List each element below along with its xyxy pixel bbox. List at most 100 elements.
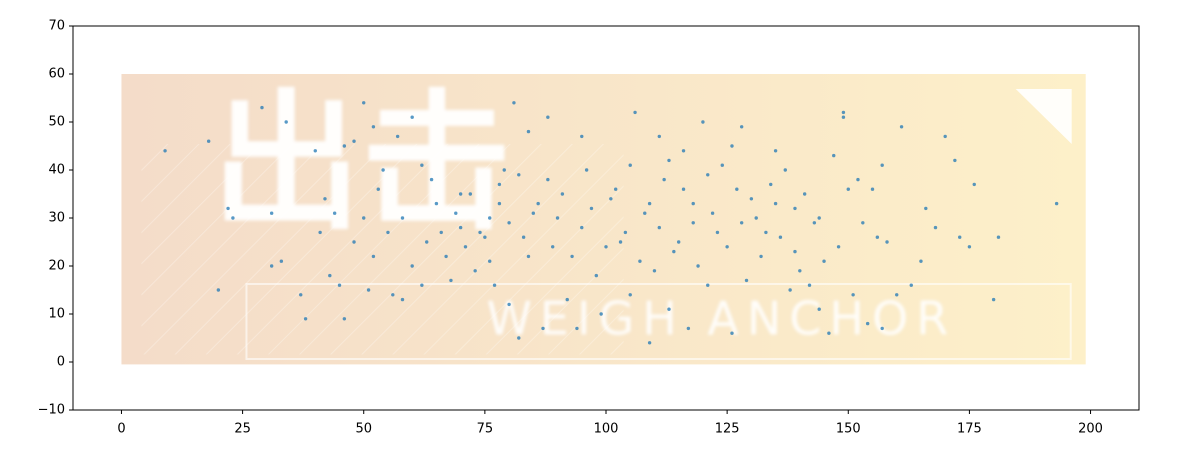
image-text-group: 出击 WEIGH ANCHOR — [211, 77, 956, 346]
point — [623, 230, 628, 235]
point — [841, 110, 846, 115]
point — [434, 201, 439, 206]
point — [366, 288, 371, 292]
point — [783, 168, 787, 172]
point — [531, 211, 536, 215]
point — [691, 221, 695, 225]
point — [488, 216, 492, 220]
image-triangle — [1015, 89, 1072, 144]
point — [425, 240, 429, 244]
point — [696, 264, 700, 268]
point — [885, 240, 889, 244]
point — [458, 192, 463, 196]
point — [958, 235, 962, 239]
point — [536, 201, 540, 206]
point — [420, 283, 424, 287]
x-tick-label: 200 — [1078, 422, 1103, 437]
point — [420, 163, 424, 167]
point — [817, 216, 821, 220]
point — [807, 283, 812, 287]
point — [793, 249, 797, 254]
point — [851, 293, 855, 297]
x-tick-label: 0 — [117, 422, 125, 437]
point — [502, 168, 506, 172]
point — [231, 216, 235, 220]
y-tick-label: 50 — [48, 115, 65, 130]
image-frame — [245, 283, 1072, 360]
point — [284, 120, 288, 124]
point — [647, 201, 652, 206]
point — [492, 283, 497, 287]
y-tick-label: 20 — [48, 259, 65, 274]
point — [541, 326, 545, 331]
point — [643, 211, 647, 215]
points — [163, 101, 1059, 345]
point — [996, 235, 1001, 239]
point — [395, 134, 400, 139]
point — [386, 230, 390, 235]
point — [512, 101, 516, 105]
point — [580, 225, 584, 230]
point — [328, 273, 332, 278]
point — [686, 326, 691, 331]
point — [681, 187, 686, 191]
point — [657, 134, 661, 139]
point — [667, 158, 671, 163]
point — [836, 245, 841, 249]
point — [303, 317, 308, 321]
point — [391, 293, 395, 297]
point — [1054, 201, 1059, 206]
y-tick-label: 60 — [48, 67, 65, 82]
point — [706, 283, 710, 287]
point — [551, 245, 555, 249]
point — [342, 144, 347, 148]
point — [875, 235, 880, 239]
y-tick-label: 30 — [48, 211, 65, 226]
point — [967, 245, 972, 249]
axes: 0 25 50 75 100 125 150 175 200 −10 0 10 20 30 40 50 60 70 — [38, 19, 1140, 437]
point — [299, 293, 303, 297]
point — [362, 216, 366, 220]
point — [381, 168, 385, 172]
point — [735, 187, 739, 191]
point — [371, 254, 376, 259]
point — [613, 187, 618, 191]
point — [769, 182, 773, 187]
point — [371, 125, 376, 129]
y-tick-label: −10 — [38, 403, 65, 418]
point — [710, 211, 715, 215]
image-subtitle: WEIGH ANCHOR — [486, 292, 956, 346]
point — [318, 230, 322, 235]
point — [730, 144, 734, 148]
point — [580, 134, 584, 139]
point — [773, 149, 778, 153]
point — [594, 273, 599, 278]
point — [652, 269, 657, 273]
point — [899, 125, 904, 129]
point — [793, 206, 797, 211]
point — [933, 225, 938, 230]
point — [943, 134, 947, 139]
point — [478, 230, 482, 235]
point — [362, 101, 366, 105]
point — [584, 168, 589, 172]
x-tick-label: 125 — [715, 422, 740, 437]
point — [410, 115, 414, 119]
point — [861, 221, 865, 225]
point — [633, 110, 637, 115]
point — [739, 125, 744, 129]
point — [449, 278, 453, 283]
point — [880, 163, 884, 167]
point — [909, 283, 913, 287]
point — [706, 173, 710, 177]
image-stripes — [141, 144, 624, 355]
point — [647, 341, 652, 345]
point — [972, 182, 976, 187]
point — [468, 192, 473, 196]
point — [279, 259, 284, 263]
x-tick-label: 50 — [355, 422, 372, 437]
point — [521, 235, 526, 239]
point — [546, 115, 550, 119]
point — [739, 221, 744, 225]
point — [919, 259, 923, 263]
